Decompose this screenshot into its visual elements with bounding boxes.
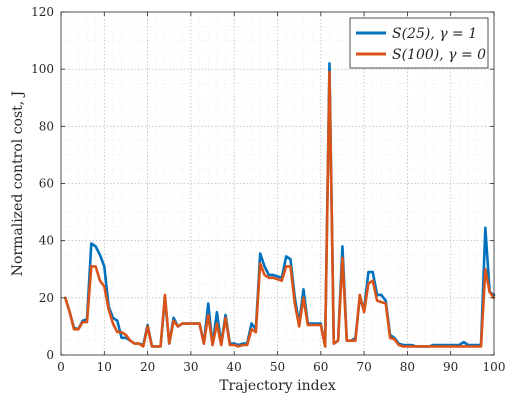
legend: S(25), γ = 1 S(100), γ = 0 [349, 17, 489, 69]
x-tick-label: 80 [400, 360, 415, 374]
x-tick-label: 20 [140, 360, 155, 374]
y-tick-label: 20 [39, 291, 54, 305]
y-tick-label: 40 [39, 234, 54, 248]
x-tick-label: 60 [313, 360, 328, 374]
x-axis-title: Trajectory index [219, 378, 336, 394]
x-tick-label: 40 [227, 360, 242, 374]
x-tick-label: 90 [443, 360, 458, 374]
y-axis-title: Normalized control cost, J [10, 91, 26, 277]
x-tick-label: 50 [270, 360, 285, 374]
y-tick-label: 100 [31, 62, 54, 76]
x-tick-label: 100 [483, 360, 506, 374]
y-tick-label: 60 [39, 177, 54, 191]
x-tick-label: 0 [57, 360, 65, 374]
y-tick-label: 120 [31, 5, 54, 19]
series-line-1 [64, 62, 496, 348]
x-tick-label: 10 [97, 360, 112, 374]
series-line-2 [64, 70, 496, 348]
x-tick-label: 70 [356, 360, 371, 374]
grid [61, 12, 494, 355]
axis-ticks: 0 10 20 30 40 50 60 70 80 90 100 0 20 40 60 80 100 120 [31, 5, 505, 374]
y-tick-label: 80 [39, 119, 54, 133]
x-tick-label: 30 [183, 360, 198, 374]
legend-box [349, 17, 489, 69]
y-tick-label: 0 [46, 348, 54, 362]
legend-label-series-1: S(25), γ = 1 [392, 26, 477, 42]
legend-label-series-2: S(100), γ = 0 [392, 47, 486, 63]
series-lines [64, 62, 496, 348]
